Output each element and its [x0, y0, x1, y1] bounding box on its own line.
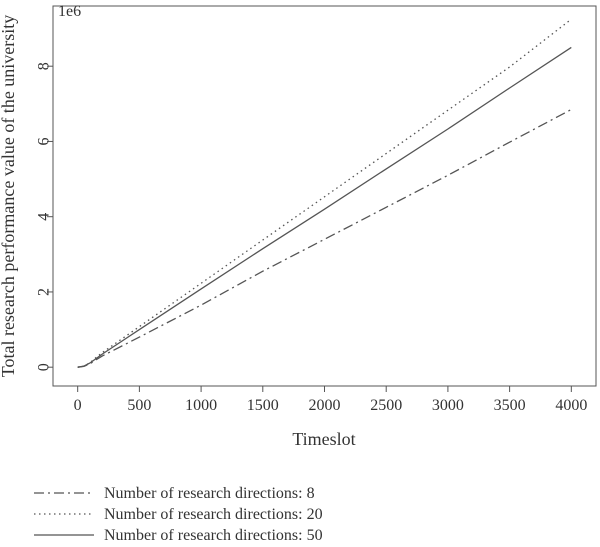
y-tick-label: 8	[36, 62, 53, 70]
x-tick-label: 500	[127, 397, 151, 414]
x-axis-label: Timeslot	[292, 429, 355, 449]
y-tick-label: 6	[36, 137, 53, 145]
x-tick-label: 1000	[185, 397, 217, 414]
legend-label-3: Number of research directions: 50	[104, 527, 323, 544]
x-tick-label: 4000	[555, 397, 587, 414]
y-tick-label: 4	[36, 213, 53, 221]
y-tick-label: 0	[36, 363, 53, 371]
legend-label-2: Number of research directions: 20	[104, 506, 323, 523]
series-line-3	[77, 46, 572, 368]
y-scale-label: 1e6	[58, 3, 81, 20]
y-axis-ticks: 0 2 4 6 8	[36, 62, 53, 371]
x-tick-label: 2000	[309, 397, 341, 414]
plot-frame	[52, 5, 597, 387]
series-line-1	[77, 108, 572, 368]
legend-label-1: Number of research directions: 8	[104, 485, 315, 502]
x-tick-label: 2500	[370, 397, 402, 414]
y-axis-label: Total research performance value of the …	[0, 15, 18, 378]
series-line-2	[77, 18, 572, 368]
y-tick-label: 2	[36, 288, 53, 296]
x-tick-label: 3500	[494, 397, 526, 414]
x-tick-label: 0	[74, 397, 82, 414]
series-lines	[77, 18, 572, 368]
x-axis-ticks: 0 500 1000 1500 2000 2500 3000 3500 4000	[74, 386, 587, 414]
x-tick-label: 1500	[247, 397, 279, 414]
legend: Number of research directions: 8 Number o…	[34, 485, 323, 544]
x-tick-label: 3000	[432, 397, 464, 414]
